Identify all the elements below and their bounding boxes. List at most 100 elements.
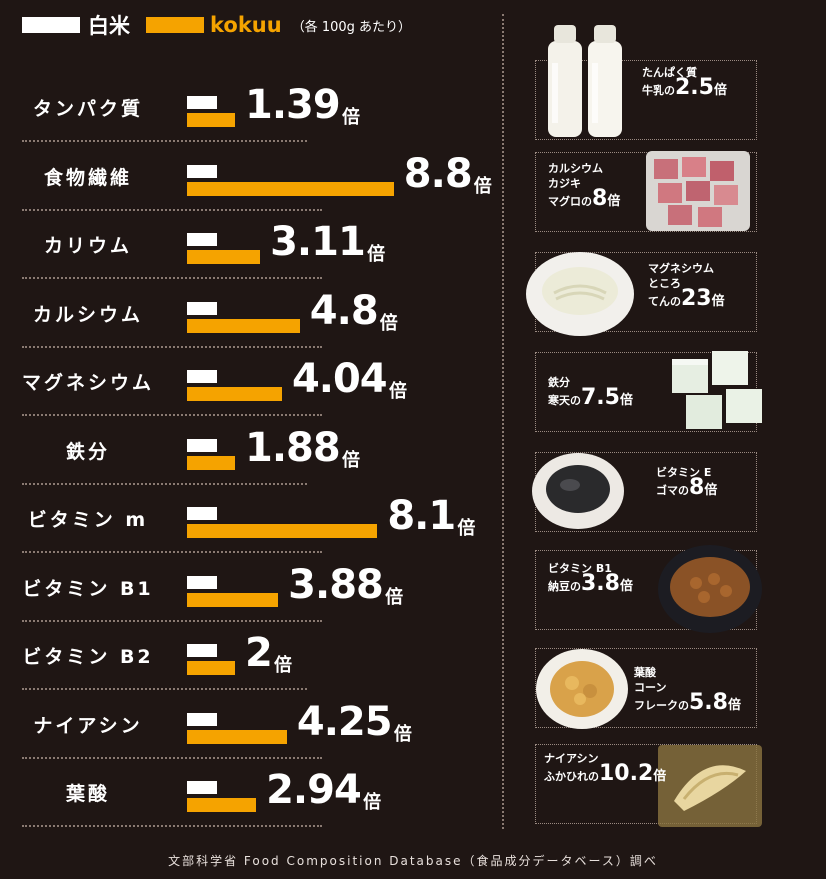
comparison-nutrient: 葉酸 <box>634 666 656 679</box>
comparison-value: 7.5 <box>581 385 620 410</box>
category-label: カルシウム <box>32 303 143 326</box>
comparison-unit: 倍 <box>619 579 633 594</box>
comparison-text: カルシウム カジキ マグロの8倍 <box>548 161 621 211</box>
category-label: ビタミン m <box>27 509 149 531</box>
comparison-card: 鉄分 寒天の7.5倍 <box>535 351 762 432</box>
comparison-line: ところ てんの23倍 <box>648 276 725 311</box>
tuna-cubes-image <box>644 147 752 239</box>
bar-white-rice <box>187 233 217 246</box>
row-separator <box>22 208 322 211</box>
category-label: 葉酸 <box>65 783 110 805</box>
chart-row: ビタミン B2 2 倍 <box>0 622 500 690</box>
bar-white-rice <box>187 301 217 315</box>
unit-label: 倍 <box>473 175 492 197</box>
category-label: カリウム <box>43 235 132 257</box>
value-label: 3.11 <box>270 219 366 265</box>
comparison-value: 10.2 <box>599 761 654 786</box>
comparison-food: マグロの <box>548 195 592 208</box>
value-label: 3.88 <box>288 561 384 608</box>
shark-fin-tray-image <box>654 741 766 835</box>
comparison-line: ふかひれの10.2倍 <box>544 763 667 785</box>
comparison-text: 葉酸 コーン フレークの5.8倍 <box>634 665 741 714</box>
chart-row: カルシウム 4.8 倍 <box>0 280 500 348</box>
category-label: 鉄分 <box>65 440 110 463</box>
comparison-value: 8 <box>689 475 705 500</box>
comparison-card: マグネシウム ところ てんの23倍 <box>526 252 757 336</box>
chart-row: 鉄分 1.88 倍 <box>0 417 500 485</box>
value-label: 1.39 <box>245 82 341 128</box>
comparison-food: コーン <box>634 681 667 694</box>
legend-label-kokuu: kokuu <box>210 13 282 37</box>
bar-kokuu <box>187 661 235 675</box>
row-separator <box>22 756 322 759</box>
value-label: 8.8 <box>403 150 473 197</box>
unit-label: 倍 <box>367 244 386 265</box>
comparison-unit: 倍 <box>653 769 667 784</box>
comparison-food: てんの <box>648 295 681 308</box>
comparison-line: 納豆の3.8倍 <box>548 573 633 595</box>
bar-white-rice <box>187 438 217 452</box>
comparison-card: カルシウム カジキ マグロの8倍 <box>535 151 757 232</box>
chart-row: ビタミン m 8.1 倍 <box>0 485 500 553</box>
bar-kokuu <box>187 729 287 744</box>
bar-kokuu <box>187 250 261 264</box>
unit-label: 倍 <box>388 381 407 402</box>
comparison-text: ビタミン B1 納豆の3.8倍 <box>548 561 633 595</box>
legend-label-white-rice: 白米 <box>88 14 130 38</box>
bar-kokuu <box>187 455 235 470</box>
chart-row: カリウム 3.11 倍 <box>0 211 500 279</box>
comparison-line: 寒天の7.5倍 <box>548 387 633 409</box>
sesame-bowl-image <box>530 451 626 539</box>
comparison-line: カジキ マグロの8倍 <box>548 176 621 211</box>
bar-white-rice <box>187 164 217 178</box>
comparison-unit: 倍 <box>727 698 741 713</box>
unit-label: 倍 <box>342 107 360 128</box>
comparison-food: ゴマの <box>656 484 689 497</box>
chart-row: タンパク質 1.39 倍 <box>0 74 500 142</box>
comparison-value: 23 <box>681 286 712 311</box>
comparison-value: 3.8 <box>581 571 620 596</box>
row-separator <box>22 277 322 279</box>
unit-label: 倍 <box>385 586 404 608</box>
unit-label: 倍 <box>379 312 398 334</box>
comparison-card: たんぱく質 牛乳の2.5倍 <box>535 25 757 140</box>
bar-kokuu <box>187 387 282 401</box>
unit-label: 倍 <box>342 449 360 471</box>
comparison-unit: 倍 <box>607 194 621 209</box>
comparison-food: 寒天の <box>548 394 581 407</box>
category-label: タンパク質 <box>32 98 143 120</box>
bar-kokuu <box>187 318 300 333</box>
comparison-nutrient: マグネシウム <box>648 262 714 275</box>
row-separator <box>22 345 322 348</box>
value-label: 2.94 <box>266 767 362 813</box>
bar-kokuu <box>187 113 235 127</box>
bar-white-rice <box>187 96 217 109</box>
category-label: ビタミン B2 <box>22 646 154 668</box>
comparison-nutrient: たんぱく質 <box>642 66 697 79</box>
row-separator <box>22 619 322 622</box>
comparison-nutrient: ビタミン E <box>656 466 712 479</box>
source-footer: 文部科学省 Food Composition Database（食品成分データベ… <box>168 854 658 868</box>
bar-kokuu <box>187 524 378 538</box>
comparison-food: フレークの <box>634 699 689 712</box>
comparison-nutrient: 鉄分 <box>548 376 570 389</box>
legend-swatch-kokuu <box>146 17 204 33</box>
chart-row: 葉酸 2.94 倍 <box>0 759 500 827</box>
comparison-card: 葉酸 コーン フレークの5.8倍 <box>535 648 757 729</box>
milk-bottles-image <box>544 23 626 143</box>
comparison-food: 牛乳の <box>642 84 675 97</box>
comparison-nutrient: カルシウム <box>548 162 603 175</box>
legend-swatch-white-rice <box>22 17 80 33</box>
chart-row: ビタミン B1 3.88 倍 <box>0 554 500 622</box>
value-label: 8.1 <box>387 493 456 539</box>
comparison-unit: 倍 <box>711 294 725 309</box>
kanten-blocks-image <box>664 345 768 441</box>
category-label: ビタミン B1 <box>22 577 154 600</box>
value-label: 4.04 <box>291 356 388 402</box>
comparison-nutrient: ビタミン B1 <box>548 562 612 575</box>
unit-label: 倍 <box>457 518 476 539</box>
comparison-value: 8 <box>592 186 608 211</box>
comparison-unit: 倍 <box>619 393 633 408</box>
comparison-food: ふかひれの <box>544 770 599 783</box>
comparison-text: マグネシウム ところ てんの23倍 <box>648 261 725 311</box>
